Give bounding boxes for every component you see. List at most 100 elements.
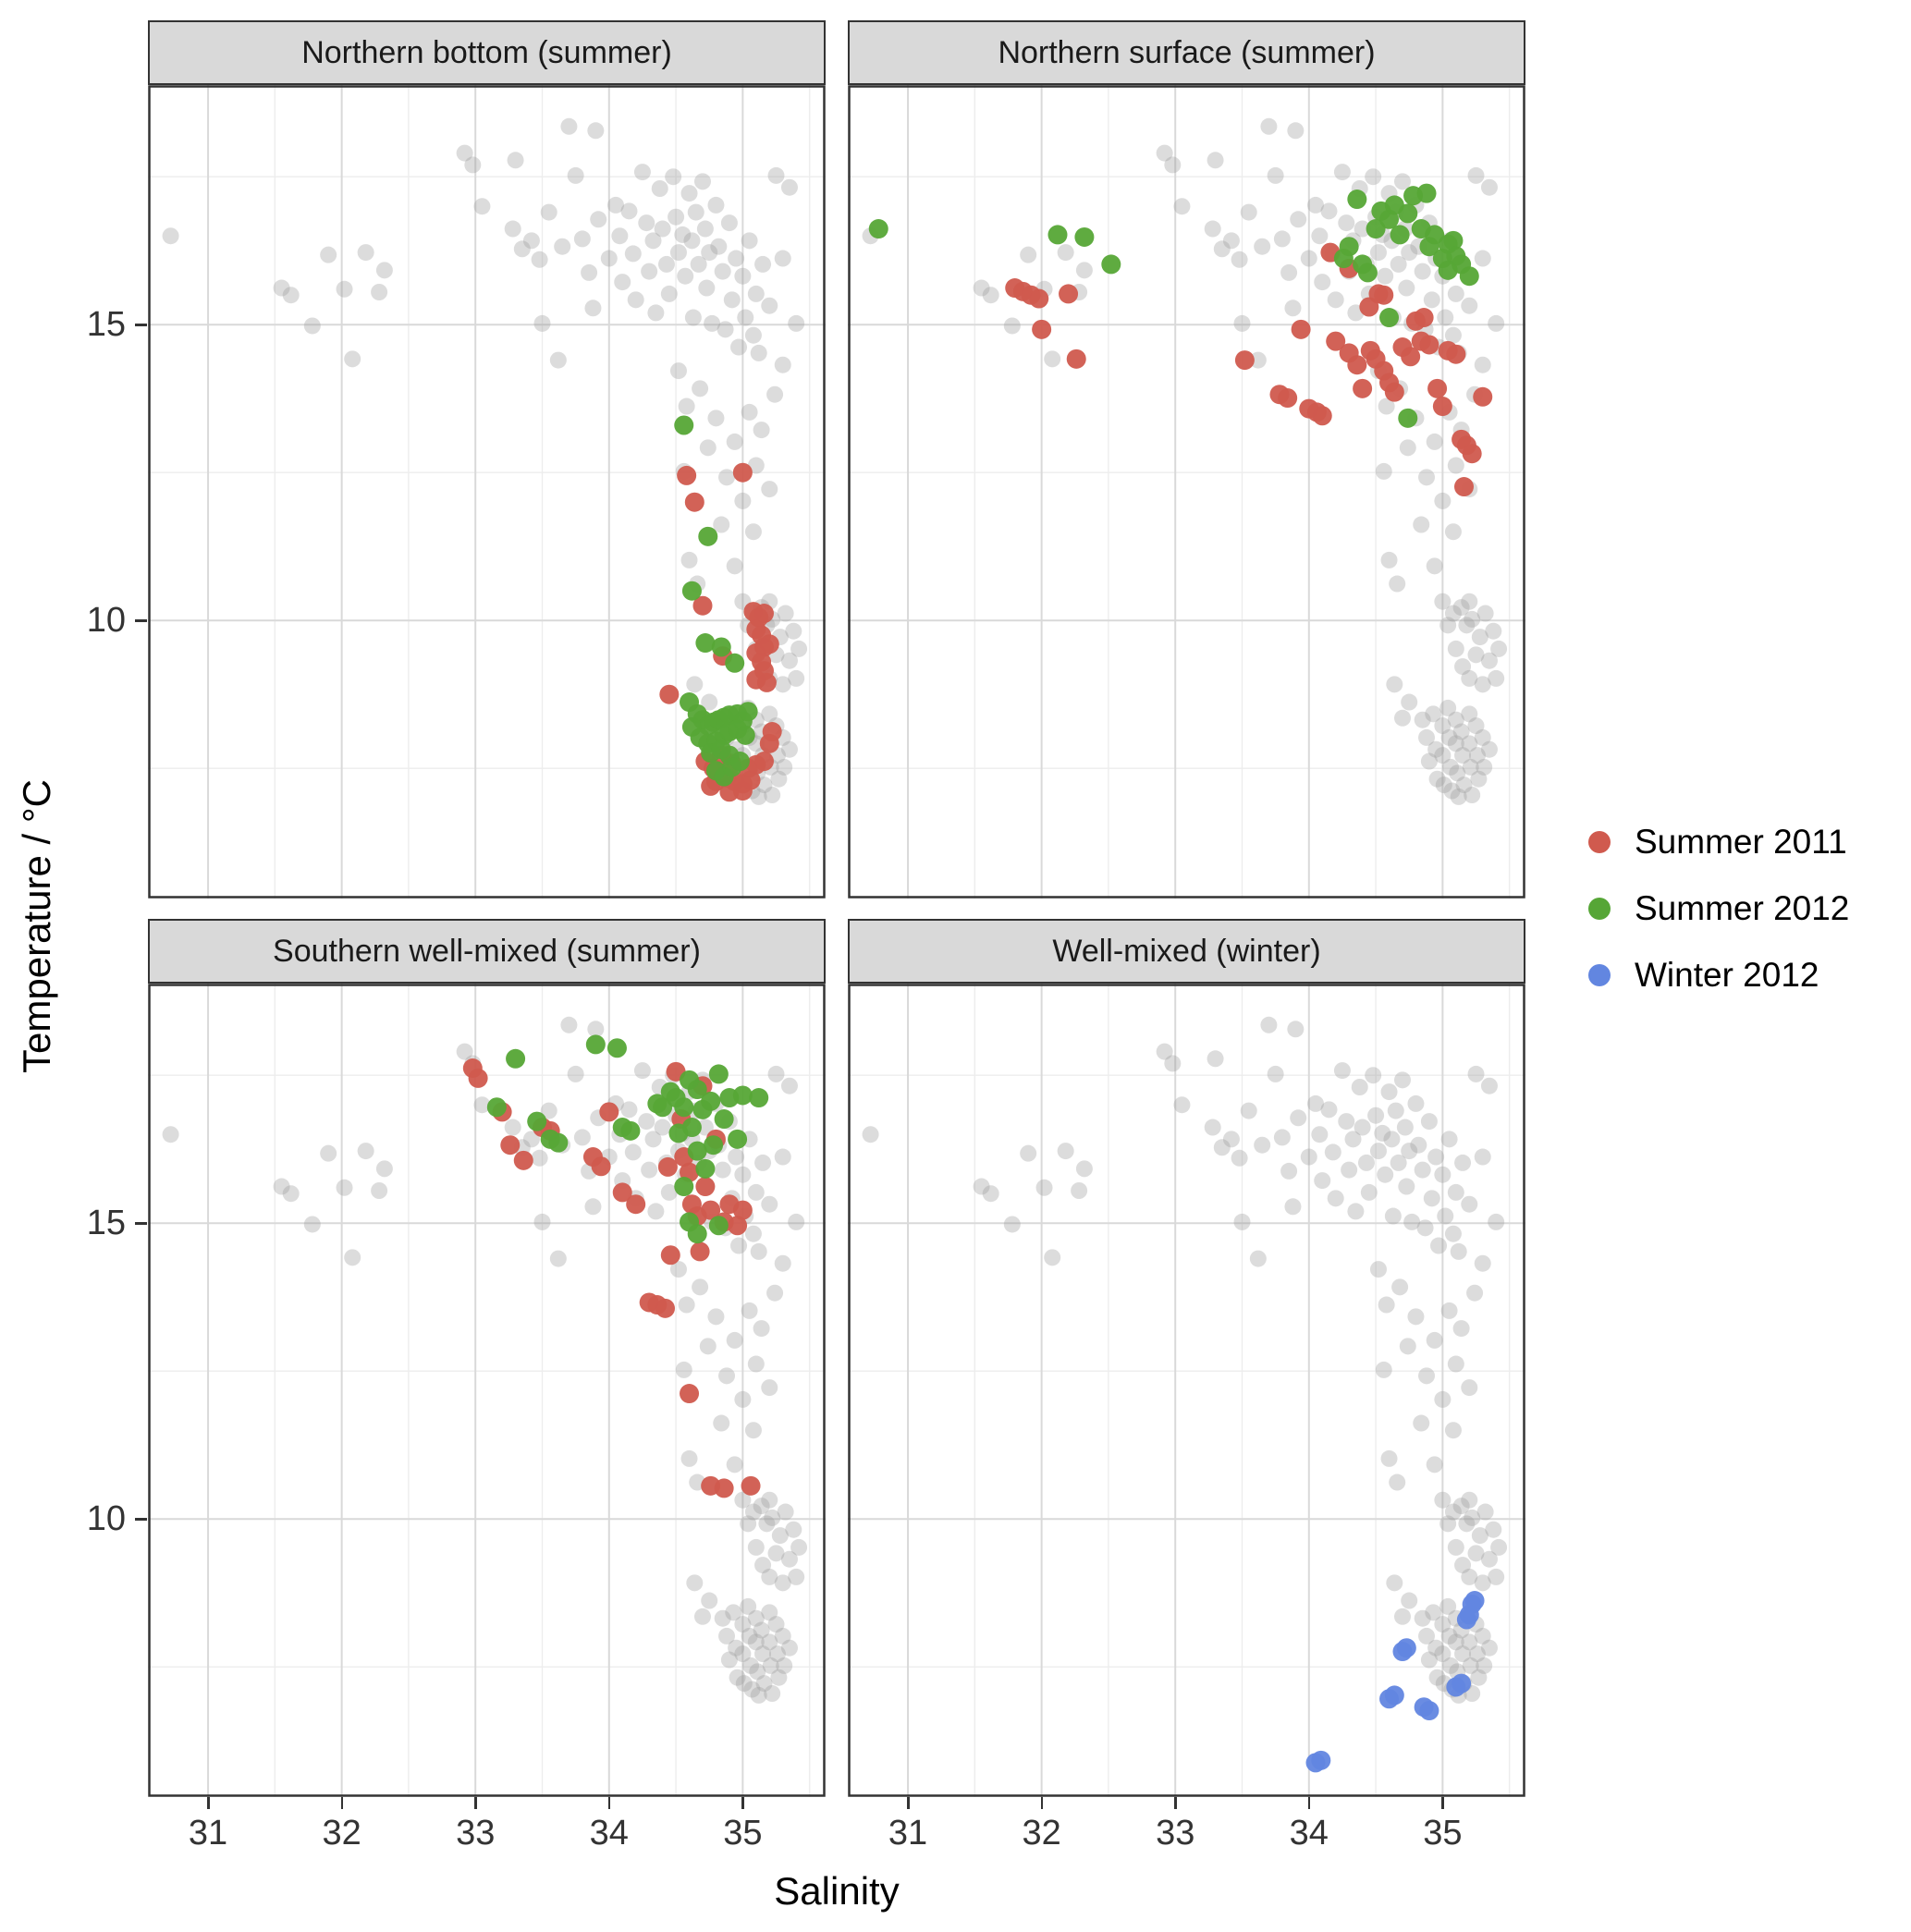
background-point <box>1442 1657 1460 1674</box>
background-point <box>1476 758 1493 776</box>
background-point <box>982 287 999 304</box>
background-point <box>1377 267 1394 285</box>
background-point <box>1454 747 1472 764</box>
x-tick-label: 31 <box>188 1814 228 1853</box>
data-point <box>708 1064 729 1084</box>
data-point <box>1384 382 1404 402</box>
background-point <box>1461 1195 1478 1213</box>
data-point <box>1311 1750 1331 1770</box>
x-tick-mark <box>907 1797 910 1809</box>
x-tick-mark <box>340 1797 344 1809</box>
background-point <box>1213 240 1231 258</box>
background-point <box>1416 1219 1434 1237</box>
data-point <box>687 1141 707 1161</box>
x-tick-mark <box>474 1797 477 1809</box>
background-point <box>1414 1161 1431 1179</box>
background-point <box>1420 1113 1438 1131</box>
background-point <box>1413 516 1430 533</box>
background-point <box>1254 1136 1271 1154</box>
background-point <box>1485 1521 1502 1538</box>
data-point <box>674 415 694 435</box>
background-point <box>1471 1527 1488 1545</box>
background-point <box>1461 1633 1478 1651</box>
background-point <box>1439 617 1457 634</box>
background-point <box>1375 1361 1392 1378</box>
background-point <box>728 1148 745 1166</box>
data-point <box>735 725 755 745</box>
data-point <box>753 752 774 772</box>
data-point <box>674 1177 694 1197</box>
background-point <box>862 1126 879 1143</box>
background-point <box>1490 1538 1508 1556</box>
background-point <box>1378 1296 1395 1314</box>
background-point <box>1476 1657 1493 1674</box>
background-point <box>1467 1065 1485 1082</box>
data-point <box>612 1182 632 1203</box>
background-point <box>282 1185 300 1203</box>
background-point <box>726 1456 743 1473</box>
data-point <box>1427 378 1448 398</box>
background-point <box>696 220 714 238</box>
data-point <box>741 1475 761 1496</box>
background-point <box>1384 1207 1402 1225</box>
background-point <box>1474 356 1491 373</box>
data-point <box>659 684 680 704</box>
background-point <box>1389 1473 1406 1491</box>
background-point <box>611 227 629 245</box>
background-point <box>522 1131 540 1148</box>
panel-northern-bottom <box>148 85 826 899</box>
data-point <box>1473 386 1493 407</box>
legend-label: Summer 2012 <box>1635 889 1850 927</box>
background-point <box>1267 166 1284 184</box>
background-point <box>1447 1633 1464 1651</box>
data-point <box>1374 285 1394 305</box>
data-point <box>1066 348 1086 369</box>
data-point <box>1414 308 1434 328</box>
background-point <box>504 1119 521 1136</box>
background-point <box>504 220 521 238</box>
background-point <box>750 1686 767 1704</box>
background-point <box>774 1254 791 1272</box>
background-point <box>1401 244 1418 262</box>
background-point <box>1447 640 1464 657</box>
background-point <box>1380 1449 1398 1467</box>
background-point <box>754 1557 772 1574</box>
background-point <box>1442 758 1460 776</box>
background-point <box>1466 1284 1484 1302</box>
background-point <box>1418 1367 1436 1385</box>
background-point <box>620 1101 638 1119</box>
data-point <box>701 1200 721 1220</box>
background-point <box>766 385 784 403</box>
background-point <box>1437 309 1454 326</box>
background-point <box>741 1302 758 1319</box>
y-tick-mark <box>135 1518 147 1521</box>
background-point <box>790 640 808 657</box>
background-point <box>1440 1627 1458 1645</box>
background-point <box>560 117 578 135</box>
background-point <box>761 297 778 314</box>
background-point <box>726 1331 743 1349</box>
background-point <box>1423 1190 1440 1207</box>
background-point <box>654 220 671 238</box>
data-point <box>674 1097 694 1118</box>
background-point <box>741 232 758 250</box>
data-point <box>1326 331 1346 351</box>
background-point <box>1454 1154 1472 1171</box>
background-point <box>1164 1055 1182 1072</box>
background-point <box>1020 246 1037 263</box>
data-point <box>1396 1638 1416 1658</box>
background-point <box>734 1166 752 1183</box>
data-point <box>1347 355 1367 375</box>
background-point <box>699 439 717 457</box>
background-point <box>531 251 548 268</box>
background-point <box>747 285 765 302</box>
background-point <box>718 469 736 486</box>
background-point <box>753 1498 770 1515</box>
background-point <box>1222 232 1240 250</box>
background-point <box>1467 717 1485 735</box>
background-point <box>1440 1302 1458 1319</box>
background-point <box>749 1663 766 1681</box>
background-point <box>1386 676 1403 693</box>
data-point <box>1452 1673 1472 1694</box>
background-point <box>584 300 602 317</box>
